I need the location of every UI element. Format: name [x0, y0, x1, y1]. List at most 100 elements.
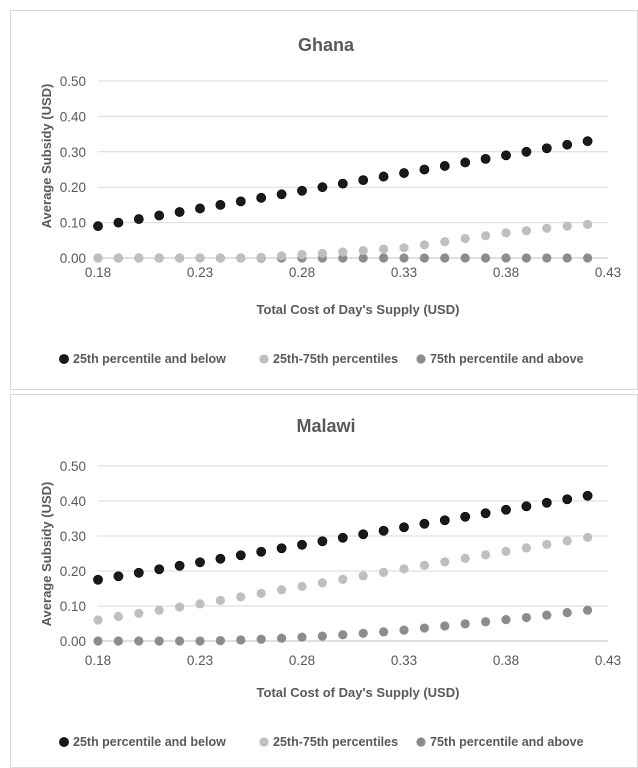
data-point	[174, 560, 185, 571]
data-point	[460, 253, 470, 263]
legend-label: 25th-75th percentiles	[273, 735, 398, 749]
data-point	[195, 557, 205, 568]
data-point	[583, 532, 593, 542]
legend: 25th percentile and below 25th-75th perce…	[59, 735, 584, 749]
data-point	[440, 557, 450, 567]
data-point	[236, 592, 246, 602]
x-tick-label: 0.38	[493, 653, 519, 668]
data-point	[215, 595, 225, 605]
data-point	[276, 543, 287, 554]
chart-panel-ghana: Ghana Average Subsidy (USD) Total Cost o…	[10, 10, 638, 390]
data-point	[460, 233, 470, 244]
data-point	[521, 226, 531, 236]
chart-title: Ghana	[298, 35, 355, 55]
data-point	[419, 560, 429, 570]
y-tick-label: 0.50	[60, 74, 86, 89]
data-point	[235, 196, 246, 207]
data-point	[399, 253, 409, 263]
legend-marker	[259, 354, 269, 364]
data-point	[175, 602, 185, 612]
data-point	[480, 153, 491, 164]
data-point	[440, 253, 450, 263]
data-point	[236, 253, 246, 263]
data-point	[541, 497, 552, 508]
x-tick-label: 0.33	[391, 265, 417, 280]
data-point	[501, 504, 511, 515]
data-point	[582, 490, 593, 501]
data-point	[379, 567, 389, 577]
data-point	[583, 605, 593, 615]
legend-label: 25th percentile and below	[73, 735, 226, 749]
data-point	[399, 625, 409, 635]
data-point	[175, 253, 185, 263]
data-point	[439, 515, 450, 526]
data-point	[93, 253, 103, 263]
data-point	[113, 217, 124, 228]
data-point	[215, 636, 225, 646]
data-point	[542, 539, 552, 549]
x-tick-label: 0.18	[85, 653, 111, 668]
data-point	[277, 633, 287, 643]
legend-marker	[59, 354, 69, 364]
data-point	[460, 157, 471, 168]
data-point	[358, 628, 368, 638]
data-point	[134, 636, 144, 646]
data-point	[481, 617, 491, 627]
x-tick-label: 0.23	[187, 653, 213, 668]
data-point	[235, 550, 246, 561]
data-point	[399, 243, 409, 253]
data-point	[297, 249, 307, 260]
data-point	[501, 546, 511, 556]
x-tick-label: 0.38	[493, 265, 519, 280]
data-point	[358, 529, 369, 540]
data-point	[583, 219, 593, 229]
data-point	[440, 621, 450, 631]
data-point	[460, 619, 470, 629]
chart-svg-malawi: Malawi Average Subsidy (USD) Total Cost …	[39, 416, 621, 749]
data-point	[133, 214, 144, 224]
plot-area: 0.00 0.10 0.20 0.30 0.40 0.50 0.18 0.23 0.28 0.33…	[60, 74, 621, 280]
data-point	[256, 252, 266, 262]
legend-label: 25th-75th percentiles	[273, 352, 398, 366]
data-point	[93, 615, 103, 625]
data-point	[583, 253, 593, 263]
x-axis-label: Total Cost of Day's Supply (USD)	[257, 302, 460, 317]
data-point	[154, 253, 164, 263]
y-tick-label: 0.30	[60, 145, 86, 160]
data-point	[481, 253, 491, 263]
x-axis-label: Total Cost of Day's Supply (USD)	[257, 685, 460, 700]
data-point	[501, 150, 511, 161]
y-tick-label: 0.30	[60, 529, 86, 544]
y-tick-label: 0.00	[60, 251, 86, 266]
y-tick-label: 0.10	[60, 599, 86, 614]
data-point	[378, 525, 389, 536]
data-point	[460, 553, 470, 563]
data-point	[113, 636, 123, 646]
data-point	[113, 571, 124, 582]
plot-area: 0.00 0.10 0.20 0.30 0.40 0.50 0.18 0.23 0.28 0.33…	[60, 459, 621, 668]
data-point	[358, 571, 368, 581]
legend-marker	[416, 737, 426, 747]
data-point	[501, 228, 511, 238]
data-point	[419, 253, 429, 263]
data-point	[399, 564, 409, 574]
data-point	[521, 543, 531, 553]
data-point	[521, 253, 531, 263]
data-point	[358, 253, 368, 263]
data-point	[195, 253, 205, 263]
legend-label: 25th percentile and below	[73, 352, 226, 366]
data-point	[562, 253, 572, 263]
chart-panel-malawi: Malawi Average Subsidy (USD) Total Cost …	[10, 394, 638, 768]
data-point	[154, 605, 164, 615]
x-tick-label: 0.33	[391, 653, 417, 668]
x-tick-label: 0.18	[85, 265, 111, 280]
data-point	[174, 207, 185, 217]
data-point	[276, 189, 287, 200]
data-point	[297, 581, 307, 591]
data-point	[358, 245, 368, 256]
data-point	[134, 608, 144, 618]
data-point	[379, 253, 389, 263]
data-point	[521, 501, 532, 512]
data-point	[93, 221, 103, 232]
data-point	[419, 164, 430, 175]
